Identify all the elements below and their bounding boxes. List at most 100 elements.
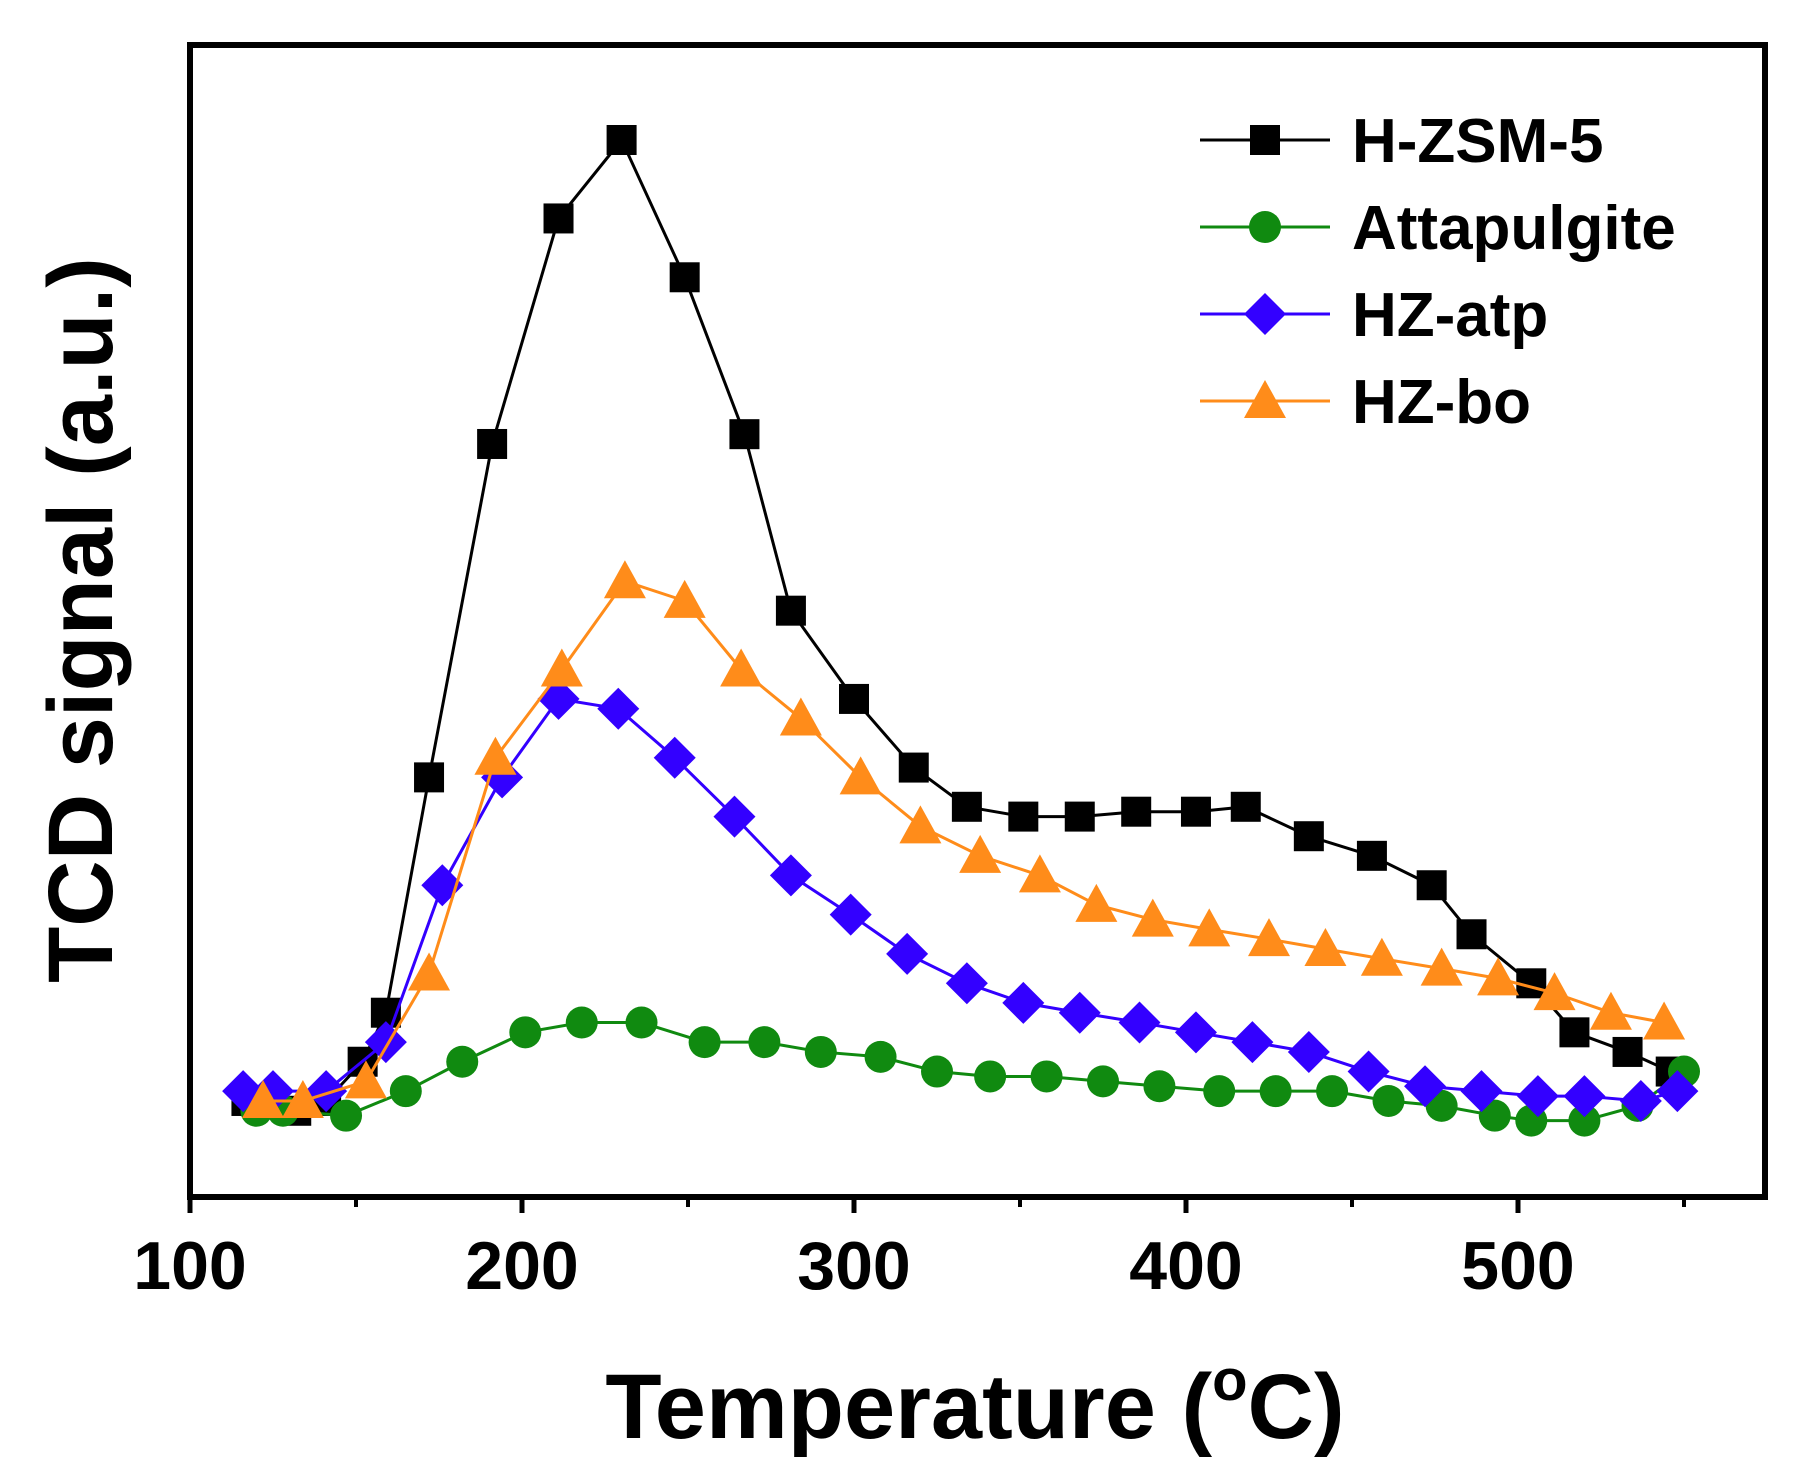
data-point (1143, 1070, 1176, 1103)
data-point (344, 1060, 387, 1099)
data-point (1131, 898, 1174, 937)
data-point (1287, 1030, 1330, 1073)
x-axis-label: Temperature (oC) (605, 1348, 1344, 1458)
x-tick-label-100: 100 (133, 1228, 246, 1304)
data-point (540, 648, 583, 687)
data-point (898, 752, 929, 783)
data-point (446, 1045, 479, 1078)
data-point (1643, 1001, 1686, 1040)
data-point (713, 795, 756, 838)
data-point (1293, 821, 1324, 852)
series-hz-atp (222, 677, 1699, 1122)
data-point (974, 1060, 1007, 1093)
data-point (389, 1075, 422, 1108)
x-axis-label-degree: o (1212, 1348, 1247, 1413)
data-point (305, 1070, 348, 1113)
data-point (1612, 1036, 1643, 1067)
data-point (864, 1040, 897, 1073)
data-point (1231, 1021, 1274, 1064)
y-axis-label: TCD signal (a.u.) (30, 257, 132, 983)
data-point (543, 203, 574, 234)
data-point (1008, 801, 1039, 832)
data-point (779, 697, 822, 736)
data-point (1563, 1075, 1606, 1118)
data-point (565, 1006, 598, 1039)
series-line (263, 579, 1665, 1103)
data-point (1356, 840, 1387, 871)
x-tick-label-300: 300 (797, 1228, 910, 1304)
series-line (243, 697, 1678, 1103)
x-axis-label-unit: C) (1248, 1356, 1345, 1458)
data-point (839, 756, 882, 795)
data-point (509, 1016, 542, 1049)
legend-item: Attapulgite (1200, 194, 1676, 263)
series-hz-bo (242, 560, 1686, 1118)
legend-label: H-ZSM-5 (1352, 107, 1603, 176)
data-point (1180, 796, 1211, 827)
legend-marker (1250, 125, 1280, 155)
data-point (1559, 1017, 1590, 1048)
data-point (1174, 1011, 1217, 1054)
data-point (1259, 1075, 1292, 1108)
data-point (1589, 991, 1632, 1030)
legend-marker (1244, 380, 1286, 418)
data-point (769, 854, 812, 897)
data-point (1188, 908, 1231, 947)
data-point (921, 1055, 953, 1088)
data-point (1516, 1075, 1559, 1118)
x-tick-label-500: 500 (1461, 1228, 1574, 1304)
data-point (1030, 1060, 1063, 1093)
plot-frame (187, 42, 1768, 1200)
data-point (775, 595, 806, 626)
data-point (688, 1026, 721, 1059)
x-ticks: 100 200 300 400 500 (133, 1197, 1686, 1304)
data-point (839, 683, 869, 714)
data-point (1456, 919, 1487, 950)
data-point (1477, 957, 1520, 996)
data-point (625, 1006, 658, 1039)
legend-marker (1249, 211, 1281, 243)
data-point (408, 952, 451, 991)
data-point (945, 962, 988, 1005)
data-point (663, 579, 706, 618)
data-point (951, 791, 982, 822)
data-point (364, 1021, 407, 1064)
data-point (1230, 791, 1261, 822)
data-point (1372, 1084, 1405, 1117)
data-point (1416, 870, 1447, 901)
data-point (1018, 854, 1061, 893)
data-point (1568, 1104, 1601, 1137)
legend-label: HZ-atp (1352, 281, 1548, 350)
data-point (1420, 947, 1463, 986)
legend: H-ZSM-5 Attapulgite HZ-atp HZ-bo (1200, 107, 1676, 437)
data-point (603, 560, 646, 599)
data-point (1087, 1065, 1119, 1098)
legend-label: Attapulgite (1352, 194, 1676, 263)
data-point (1316, 1075, 1349, 1108)
data-point (477, 428, 508, 459)
data-point (1058, 991, 1101, 1034)
x-tick-label-400: 400 (1129, 1228, 1242, 1304)
data-point (1619, 1079, 1662, 1122)
data-point (886, 932, 929, 975)
data-point (1064, 801, 1095, 832)
data-point (1002, 981, 1045, 1024)
data-point (729, 419, 760, 450)
series-layer (222, 125, 1700, 1137)
data-point (1347, 1050, 1390, 1093)
data-point (1360, 937, 1403, 976)
data-point (597, 687, 640, 730)
data-point (1075, 883, 1118, 922)
data-point (414, 762, 445, 793)
data-point (474, 736, 517, 775)
x-axis-label-main: Temperature ( (605, 1356, 1212, 1458)
data-point (748, 1026, 781, 1059)
data-point (330, 1099, 363, 1132)
data-point (281, 1079, 324, 1118)
data-point (804, 1035, 837, 1068)
data-point (829, 893, 872, 936)
legend-label: HZ-bo (1352, 368, 1531, 437)
data-point (1248, 918, 1290, 957)
